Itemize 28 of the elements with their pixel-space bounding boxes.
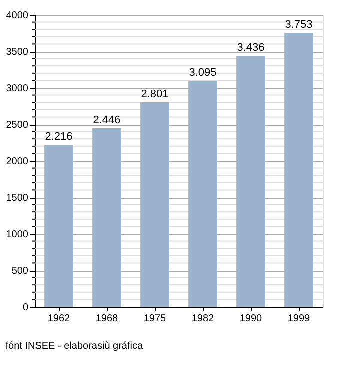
- y-tick-label: 500: [12, 266, 29, 277]
- data-label: 3.436: [237, 42, 265, 54]
- data-label: 2.216: [45, 131, 73, 144]
- data-label: 3.095: [189, 67, 217, 80]
- bar: [236, 56, 266, 307]
- data-label: 2.801: [141, 88, 169, 101]
- x-tick-label: 1968: [96, 314, 119, 324]
- y-tick-label: 1500: [6, 193, 29, 204]
- y-tick-label: 3500: [6, 47, 29, 58]
- bar: [188, 81, 218, 307]
- bar: [44, 145, 74, 307]
- y-tick-label: 4000: [6, 10, 29, 22]
- y-tick-label: 1000: [6, 230, 29, 240]
- text: fónt INSEE - elaborasiù gráfica: [6, 341, 144, 352]
- y-tick-label: 3000: [6, 84, 29, 94]
- data-label: 3.753: [285, 19, 313, 32]
- data-label: 2.446: [93, 114, 121, 126]
- x-tick-label: 1982: [192, 314, 215, 324]
- x-tick-label: 1962: [48, 314, 71, 324]
- y-tick-label: 2500: [6, 120, 29, 131]
- x-tick-label: 1999: [288, 314, 311, 324]
- x-tick-label: 1990: [240, 314, 263, 324]
- y-tick-label: 0: [22, 302, 29, 314]
- bar: [284, 33, 314, 307]
- bar: [92, 128, 122, 307]
- bar: [140, 102, 170, 307]
- x-tick-label: 1975: [144, 314, 167, 324]
- y-tick-label: 2000: [6, 156, 29, 168]
